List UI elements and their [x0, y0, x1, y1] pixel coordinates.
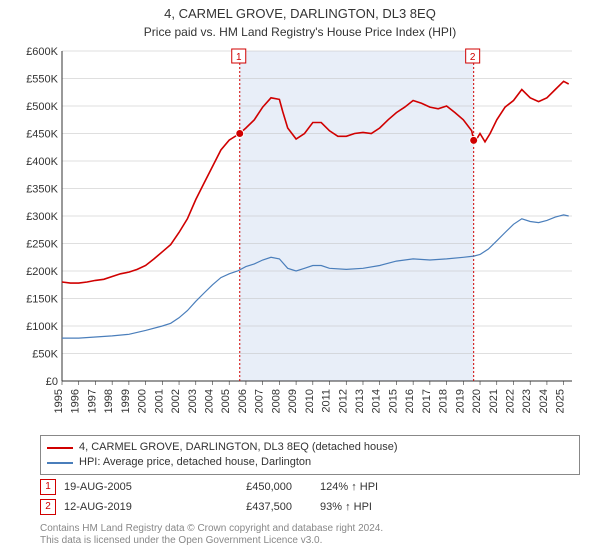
transaction-date: 12-AUG-2019 [64, 501, 194, 513]
svg-text:1999: 1999 [120, 389, 132, 413]
transaction-badge: 2 [40, 499, 56, 515]
svg-text:2006: 2006 [237, 389, 249, 413]
svg-text:1995: 1995 [53, 389, 65, 413]
svg-text:2012: 2012 [337, 389, 349, 413]
legend: 4, CARMEL GROVE, DARLINGTON, DL3 8EQ (de… [40, 435, 580, 475]
transaction-hpi: 124% ↑ HPI [320, 481, 378, 493]
svg-text:2023: 2023 [521, 389, 533, 413]
page-subtitle: Price paid vs. HM Land Registry's House … [0, 21, 600, 41]
svg-text:2013: 2013 [354, 389, 366, 413]
svg-text:2003: 2003 [187, 389, 199, 413]
svg-text:2022: 2022 [504, 389, 516, 413]
license-line: Contains HM Land Registry data © Crown c… [40, 523, 580, 535]
transaction-row: 2 12-AUG-2019 £437,500 93% ↑ HPI [40, 499, 580, 515]
svg-text:2001: 2001 [153, 389, 165, 413]
svg-text:2019: 2019 [454, 389, 466, 413]
svg-text:£400K: £400K [26, 156, 58, 168]
transaction-date: 19-AUG-2005 [64, 481, 194, 493]
transaction-row: 1 19-AUG-2005 £450,000 124% ↑ HPI [40, 479, 580, 495]
svg-text:2007: 2007 [254, 389, 266, 413]
svg-text:2011: 2011 [321, 389, 333, 413]
svg-text:2024: 2024 [538, 389, 550, 413]
transaction-badge: 1 [40, 479, 56, 495]
svg-text:2005: 2005 [220, 389, 232, 413]
svg-text:2014: 2014 [371, 389, 383, 413]
svg-text:£150K: £150K [26, 294, 58, 306]
svg-text:2000: 2000 [137, 389, 149, 413]
svg-text:2016: 2016 [404, 389, 416, 413]
legend-item-property: 4, CARMEL GROVE, DARLINGTON, DL3 8EQ (de… [47, 440, 573, 455]
svg-text:2: 2 [470, 52, 476, 63]
svg-text:£100K: £100K [26, 321, 58, 333]
svg-text:£0: £0 [46, 376, 58, 388]
transactions-list: 1 19-AUG-2005 £450,000 124% ↑ HPI 2 12-AUG-20… [0, 479, 600, 515]
svg-text:2018: 2018 [438, 389, 450, 413]
svg-text:£250K: £250K [26, 239, 58, 251]
license-line: This data is licensed under the Open Gov… [40, 535, 580, 547]
price-chart: £0 £50K £100K £150K £200K £250K £300K £350K £400… [20, 41, 580, 431]
transaction-price: £437,500 [202, 501, 312, 513]
svg-text:2008: 2008 [270, 389, 282, 413]
svg-text:2025: 2025 [555, 389, 567, 413]
svg-text:1997: 1997 [86, 389, 98, 413]
legend-swatch [47, 447, 73, 449]
legend-swatch [47, 462, 73, 464]
svg-text:1: 1 [236, 52, 242, 63]
legend-label: 4, CARMEL GROVE, DARLINGTON, DL3 8EQ (de… [79, 440, 398, 455]
page-title: 4, CARMEL GROVE, DARLINGTON, DL3 8EQ [0, 0, 600, 21]
svg-text:2009: 2009 [287, 389, 299, 413]
svg-text:2020: 2020 [471, 389, 483, 413]
legend-label: HPI: Average price, detached house, Darl… [79, 455, 311, 470]
svg-text:2002: 2002 [170, 389, 182, 413]
svg-text:£550K: £550K [26, 74, 58, 86]
transaction-hpi: 93% ↑ HPI [320, 501, 372, 513]
svg-text:£450K: £450K [26, 129, 58, 141]
legend-item-hpi: HPI: Average price, detached house, Darl… [47, 455, 573, 470]
chart-svg: £0 £50K £100K £150K £200K £250K £300K £350K £400… [20, 41, 580, 431]
svg-text:2021: 2021 [488, 389, 500, 413]
svg-text:2004: 2004 [203, 389, 215, 413]
svg-text:1998: 1998 [103, 389, 115, 413]
svg-text:£200K: £200K [26, 266, 58, 278]
transaction-price: £450,000 [202, 481, 312, 493]
svg-text:£500K: £500K [26, 101, 58, 113]
svg-text:£350K: £350K [26, 184, 58, 196]
svg-text:2017: 2017 [421, 389, 433, 413]
license-text: Contains HM Land Registry data © Crown c… [40, 523, 580, 547]
svg-text:2010: 2010 [304, 389, 316, 413]
svg-text:2015: 2015 [387, 389, 399, 413]
svg-text:1996: 1996 [70, 389, 82, 413]
svg-text:£300K: £300K [26, 211, 58, 223]
svg-text:£600K: £600K [26, 46, 58, 58]
svg-text:£50K: £50K [32, 349, 58, 361]
